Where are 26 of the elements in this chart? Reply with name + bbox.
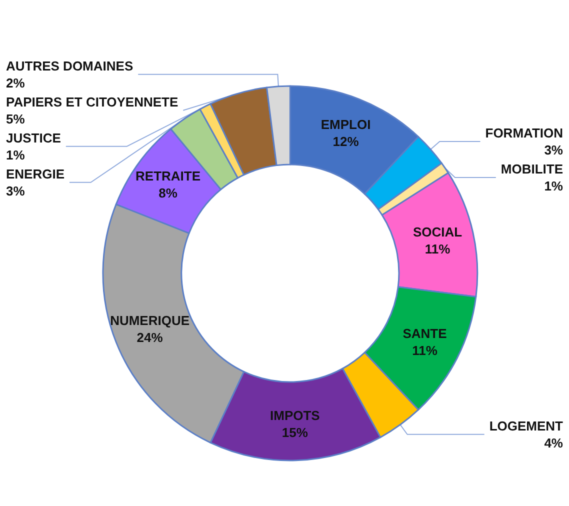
slice-label: SOCIAL xyxy=(412,224,462,240)
data-label: 12% xyxy=(332,134,360,149)
slice-label: AUTRES DOMAINES xyxy=(6,58,134,74)
slice-label: EMPLOI xyxy=(320,116,371,132)
data-label: 24% xyxy=(136,330,164,345)
data-label: 11% xyxy=(412,342,438,358)
data-label: 1% xyxy=(6,147,26,162)
slice-label: IMPOTS xyxy=(270,408,320,424)
slice-label: MOBILITE xyxy=(500,161,564,176)
data-label: 3% xyxy=(6,183,26,198)
slice-label: JUSTICE xyxy=(6,130,62,146)
data-label: 5% xyxy=(6,111,26,126)
data-label: 15% xyxy=(282,425,308,440)
slice-label: SANTE xyxy=(402,326,448,341)
slice-label: PAPIERS ET CITOYENNETE xyxy=(6,94,178,110)
slice-label: NUMERIQUE xyxy=(110,312,190,328)
data-label: 1% xyxy=(544,178,564,194)
data-label: 3% xyxy=(544,142,564,158)
data-label: 8% xyxy=(158,185,178,200)
slice-label: RETRAITE xyxy=(136,168,201,184)
data-label: 4% xyxy=(544,435,564,450)
data-label: 11% xyxy=(424,241,451,256)
slice-label: ENERGIE xyxy=(6,166,65,182)
slice-label: FORMATION xyxy=(485,125,563,140)
data-label: 2% xyxy=(6,75,26,90)
slice-label: LOGEMENT xyxy=(489,418,564,434)
